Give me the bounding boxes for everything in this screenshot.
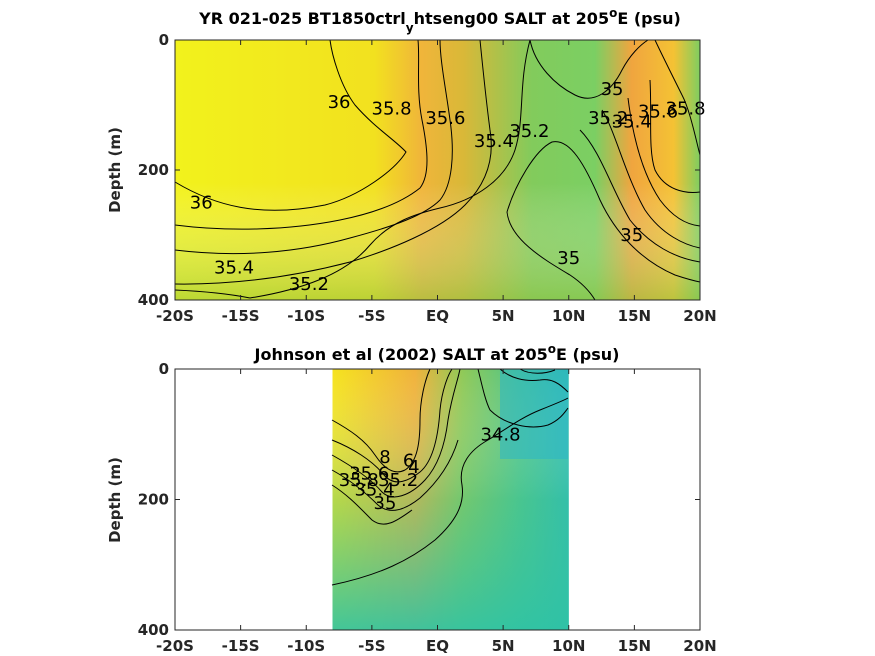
top-y-tick-label: 0 — [159, 31, 169, 49]
bottom-contour-label: 34.8 — [480, 424, 520, 445]
top-contour-35-6 — [174, 39, 453, 255]
top-contour-labels: 36 35.8 35.635.435.23635.435.23535.235.435… — [190, 79, 706, 295]
top-contour-35-4-right — [601, 109, 701, 249]
top-x-tick-label: 20N — [683, 307, 716, 325]
top-x-tick-label: 10N — [552, 307, 585, 325]
top-x-tick-label: -10S — [287, 307, 325, 325]
top-heatmap-depth-shading — [175, 40, 700, 300]
bottom-contour-label: 8 — [379, 447, 390, 468]
top-contour-35-2-right — [579, 129, 701, 263]
top-contour-35-8-right-top — [654, 39, 701, 156]
top-contour-label: 35.4 — [214, 258, 254, 279]
bottom-contour-label: 35.2 — [378, 470, 418, 491]
top-contour-label: 35.6 — [425, 108, 465, 129]
top-contour-35-8 — [174, 39, 428, 230]
bottom-y-axis: 0 200 400 — [138, 360, 700, 639]
bottom-x-tick-label: -5S — [358, 637, 385, 655]
top-contour-label: 35 — [601, 79, 624, 100]
top-x-tick-label: -5S — [358, 307, 385, 325]
bottom-low-salinity-patch — [500, 369, 568, 459]
top-x-tick-label: 5N — [492, 307, 515, 325]
bottom-x-tick-label: 5N — [492, 637, 515, 655]
bottom-y-tick-label: 400 — [138, 621, 169, 639]
bottom-contour-lines — [331, 368, 569, 586]
top-x-tick-label: 15N — [618, 307, 651, 325]
bottom-y-tick-label: 0 — [159, 360, 169, 378]
bottom-y-axis-label: Depth (m) — [106, 457, 124, 543]
bottom-contour-c — [331, 368, 461, 498]
top-contour-35-lower — [506, 141, 701, 283]
bottom-contour-upper-right — [499, 368, 569, 393]
top-x-tick-label: EQ — [426, 307, 449, 325]
top-y-axis: 0 200 400 — [138, 31, 700, 309]
top-contour-35-8-right — [649, 79, 701, 193]
top-contour-label: 35.2 — [289, 274, 329, 295]
top-contour-label: 35.2 — [588, 108, 628, 129]
top-contour-lines — [174, 39, 701, 301]
top-contour-label: 35.4 — [612, 111, 652, 132]
bottom-contour-label: 35 — [374, 493, 397, 514]
bottom-contour-label: 35.8 — [339, 470, 379, 491]
top-contour-35-left-loop — [506, 211, 596, 301]
top-contour-label: 35.2 — [509, 121, 549, 142]
top-contour-35-2b — [174, 289, 251, 299]
top-panel: YR 021-025 BT1850ctrlyhtseng00 SALT at 2… — [106, 6, 717, 325]
bottom-x-axis: -20S -15S -10S -5S EQ 5N 10N 15N 20N — [156, 369, 717, 655]
bottom-x-tick-label: 15N — [618, 637, 651, 655]
top-contour-label: 35.8 — [372, 98, 412, 119]
top-contour-35-4 — [174, 39, 492, 285]
top-contour-label: 35 — [620, 225, 643, 246]
bottom-contour-upper-right-2 — [519, 368, 556, 374]
top-contour-label: 35.8 — [666, 98, 706, 119]
top-x-tick-label: -20S — [156, 307, 194, 325]
bottom-contour-e — [331, 484, 413, 525]
bottom-x-tick-label: -15S — [222, 637, 260, 655]
top-x-tick-label: -15S — [222, 307, 260, 325]
bottom-y-tick-label: 200 — [138, 491, 169, 509]
bottom-panel: Johnson et al (2002) SALT at 205oE (psu)… — [106, 342, 717, 655]
top-contour-label: 36 — [328, 92, 351, 113]
bottom-contour-348-top — [477, 368, 569, 428]
top-contour-35-2 — [249, 39, 531, 299]
top-contour-35-6-right — [627, 97, 701, 227]
bottom-contour-a — [331, 368, 431, 473]
top-contour-label: 35 — [557, 248, 580, 269]
bottom-x-tick-label: 10N — [552, 637, 585, 655]
bottom-contour-label: 4 — [408, 457, 419, 478]
bottom-x-tick-label: -10S — [287, 637, 325, 655]
bottom-panel-title: Johnson et al (2002) SALT at 205oE (psu) — [254, 342, 620, 364]
top-panel-title: YR 021-025 BT1850ctrlyhtseng00 SALT at 2… — [198, 6, 681, 35]
top-contour-label: 35.6 — [638, 102, 678, 123]
bottom-contour-348 — [331, 397, 569, 586]
top-contour-label: 35.4 — [474, 131, 514, 152]
bottom-contour-d — [331, 439, 459, 511]
bottom-contour-label: 35.6 — [349, 463, 389, 484]
bottom-x-tick-label: -20S — [156, 637, 194, 655]
top-y-tick-label: 400 — [138, 291, 169, 309]
bottom-x-tick-label: 20N — [683, 637, 716, 655]
top-contour-label: 36 — [190, 193, 213, 214]
bottom-x-tick-label: EQ — [426, 637, 449, 655]
bottom-contour-b — [331, 368, 453, 483]
top-y-axis-label: Depth (m) — [106, 127, 124, 213]
top-contour-36 — [174, 39, 407, 211]
bottom-contour-label: 35.4 — [354, 480, 394, 501]
top-x-axis: -20S -15S -10S -5S EQ 5N 10N 15N 20N — [156, 40, 717, 325]
top-y-tick-label: 200 — [138, 161, 169, 179]
bottom-contour-label: 6 — [403, 450, 414, 471]
top-contour-35-upper — [529, 39, 649, 99]
